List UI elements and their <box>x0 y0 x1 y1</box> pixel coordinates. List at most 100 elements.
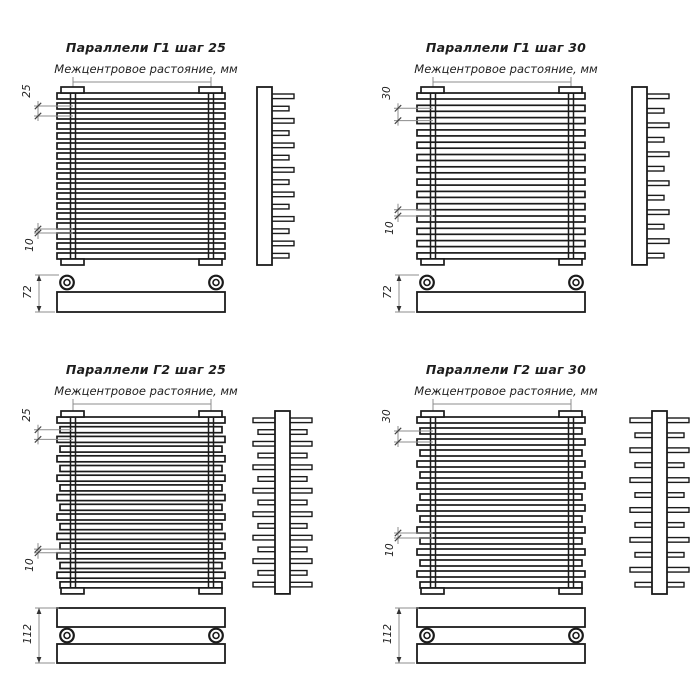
side-tube-left <box>257 522 277 529</box>
side-tube-left <box>252 487 277 494</box>
side-tube-right <box>270 215 295 222</box>
front-view <box>34 399 226 595</box>
radiator-tube <box>56 112 226 120</box>
dimension-arrow <box>36 306 42 312</box>
side-tube-right <box>288 429 308 436</box>
dimension-tick <box>34 102 42 110</box>
dimension-tick <box>34 549 42 557</box>
radiator-tube <box>56 192 226 200</box>
radiator-tube <box>56 142 226 150</box>
radiator-tube <box>56 513 226 521</box>
side-collector <box>631 86 648 266</box>
dimension-arrow <box>36 657 42 663</box>
drawing-canvas-g2-step25 <box>34 399 313 664</box>
radiator-tube <box>416 129 586 137</box>
side-tube-left <box>634 462 654 469</box>
side-tube-left <box>252 511 277 518</box>
radiator-tube <box>56 532 226 541</box>
side-tube-right <box>270 228 290 235</box>
side-tube-left <box>252 581 277 588</box>
dim-step-label: 30 <box>381 409 393 423</box>
side-tube-right <box>645 223 665 230</box>
pipe-outlet-inner <box>212 278 220 287</box>
pipe-outlet-inner <box>423 631 431 640</box>
radiator-tube <box>56 252 226 260</box>
wall-bracket-bottom <box>416 643 586 664</box>
collector-cap <box>420 587 445 595</box>
side-tube-right <box>288 511 313 518</box>
radiator-tube <box>416 460 586 468</box>
radiator-tube <box>59 542 223 550</box>
dimension-tick <box>34 225 42 233</box>
radiator-tube <box>416 92 586 100</box>
side-tube-right <box>270 179 290 186</box>
dimension-arrow <box>396 275 402 281</box>
side-tube-right <box>645 238 670 245</box>
side-tube-left <box>257 475 277 482</box>
side-tube-left <box>634 551 654 558</box>
radiator-tube <box>56 435 226 444</box>
collector-cap <box>198 86 223 94</box>
side-tube-right <box>665 521 685 528</box>
dim-gap-label: 10 <box>384 543 396 557</box>
dim-step-label: 25 <box>21 84 33 98</box>
radiator-tube <box>416 215 586 223</box>
dim-depth-label: 112 <box>382 623 394 644</box>
side-tube-right <box>270 191 295 198</box>
side-tube-right <box>288 558 313 565</box>
side-tube-right <box>665 417 690 424</box>
dimension-arrow <box>396 608 402 614</box>
radiator-tube <box>416 416 586 424</box>
dimension-tick <box>34 229 42 237</box>
side-tube-right <box>288 464 313 471</box>
side-tube-right <box>270 240 295 247</box>
side-tube-right <box>270 142 295 149</box>
bottom-view <box>35 607 226 664</box>
collector-cap <box>420 410 445 418</box>
side-tube-right <box>288 452 308 459</box>
radiator-tube <box>59 581 223 589</box>
side-tube-right <box>288 475 308 482</box>
side-tube-left <box>629 477 654 484</box>
side-tube-left <box>634 492 654 499</box>
side-collector <box>274 410 291 595</box>
dimension-tick <box>34 426 42 434</box>
radiator-tube <box>416 190 586 199</box>
dim-gap-label: 10 <box>384 221 396 235</box>
radiator-tube <box>59 522 223 531</box>
radiator-tube <box>419 559 583 567</box>
radiator-tube <box>59 484 223 492</box>
collector-cap <box>198 410 223 418</box>
drawing-title: Параллели Г2 шаг 30 <box>425 362 587 377</box>
bottom-view <box>35 274 226 313</box>
radiator-tube <box>416 165 586 174</box>
radiator-tube <box>416 227 586 236</box>
radiator-tube <box>416 548 586 556</box>
drawing-title: Параллели Г1 шаг 30 <box>425 40 587 55</box>
dimension-tick <box>394 438 402 446</box>
side-tube-right <box>270 130 290 137</box>
drawing-canvas-g1-step30 <box>394 77 670 313</box>
center-distance-label: Межцентровое растояние, мм <box>54 384 238 398</box>
dimension-tick <box>34 435 42 444</box>
side-tube-left <box>629 447 654 454</box>
radiator-tube <box>419 449 583 457</box>
radiator-tube <box>416 570 586 578</box>
side-collector <box>256 86 273 266</box>
radiator-tube <box>56 92 226 100</box>
side-tube-right <box>270 203 290 210</box>
front-view <box>34 77 226 266</box>
collector-cap <box>420 258 445 266</box>
radiator-tube <box>56 172 226 180</box>
side-tube-left <box>634 521 654 528</box>
radiator-tube <box>416 504 586 512</box>
drawing-quadrant-g1-step30: Параллели Г1 шаг 30 Межцентровое растоян… <box>360 0 700 360</box>
side-tube-left <box>629 417 654 424</box>
radiator-tube <box>56 182 226 190</box>
radiator-tube <box>416 252 586 260</box>
collector-cap <box>60 86 85 94</box>
radiator-tube <box>419 581 583 589</box>
drawing-quadrant-g2-step30: Параллели Г2 шаг 30 Межцентровое растоян… <box>360 322 700 682</box>
radiator-tube <box>59 561 223 570</box>
